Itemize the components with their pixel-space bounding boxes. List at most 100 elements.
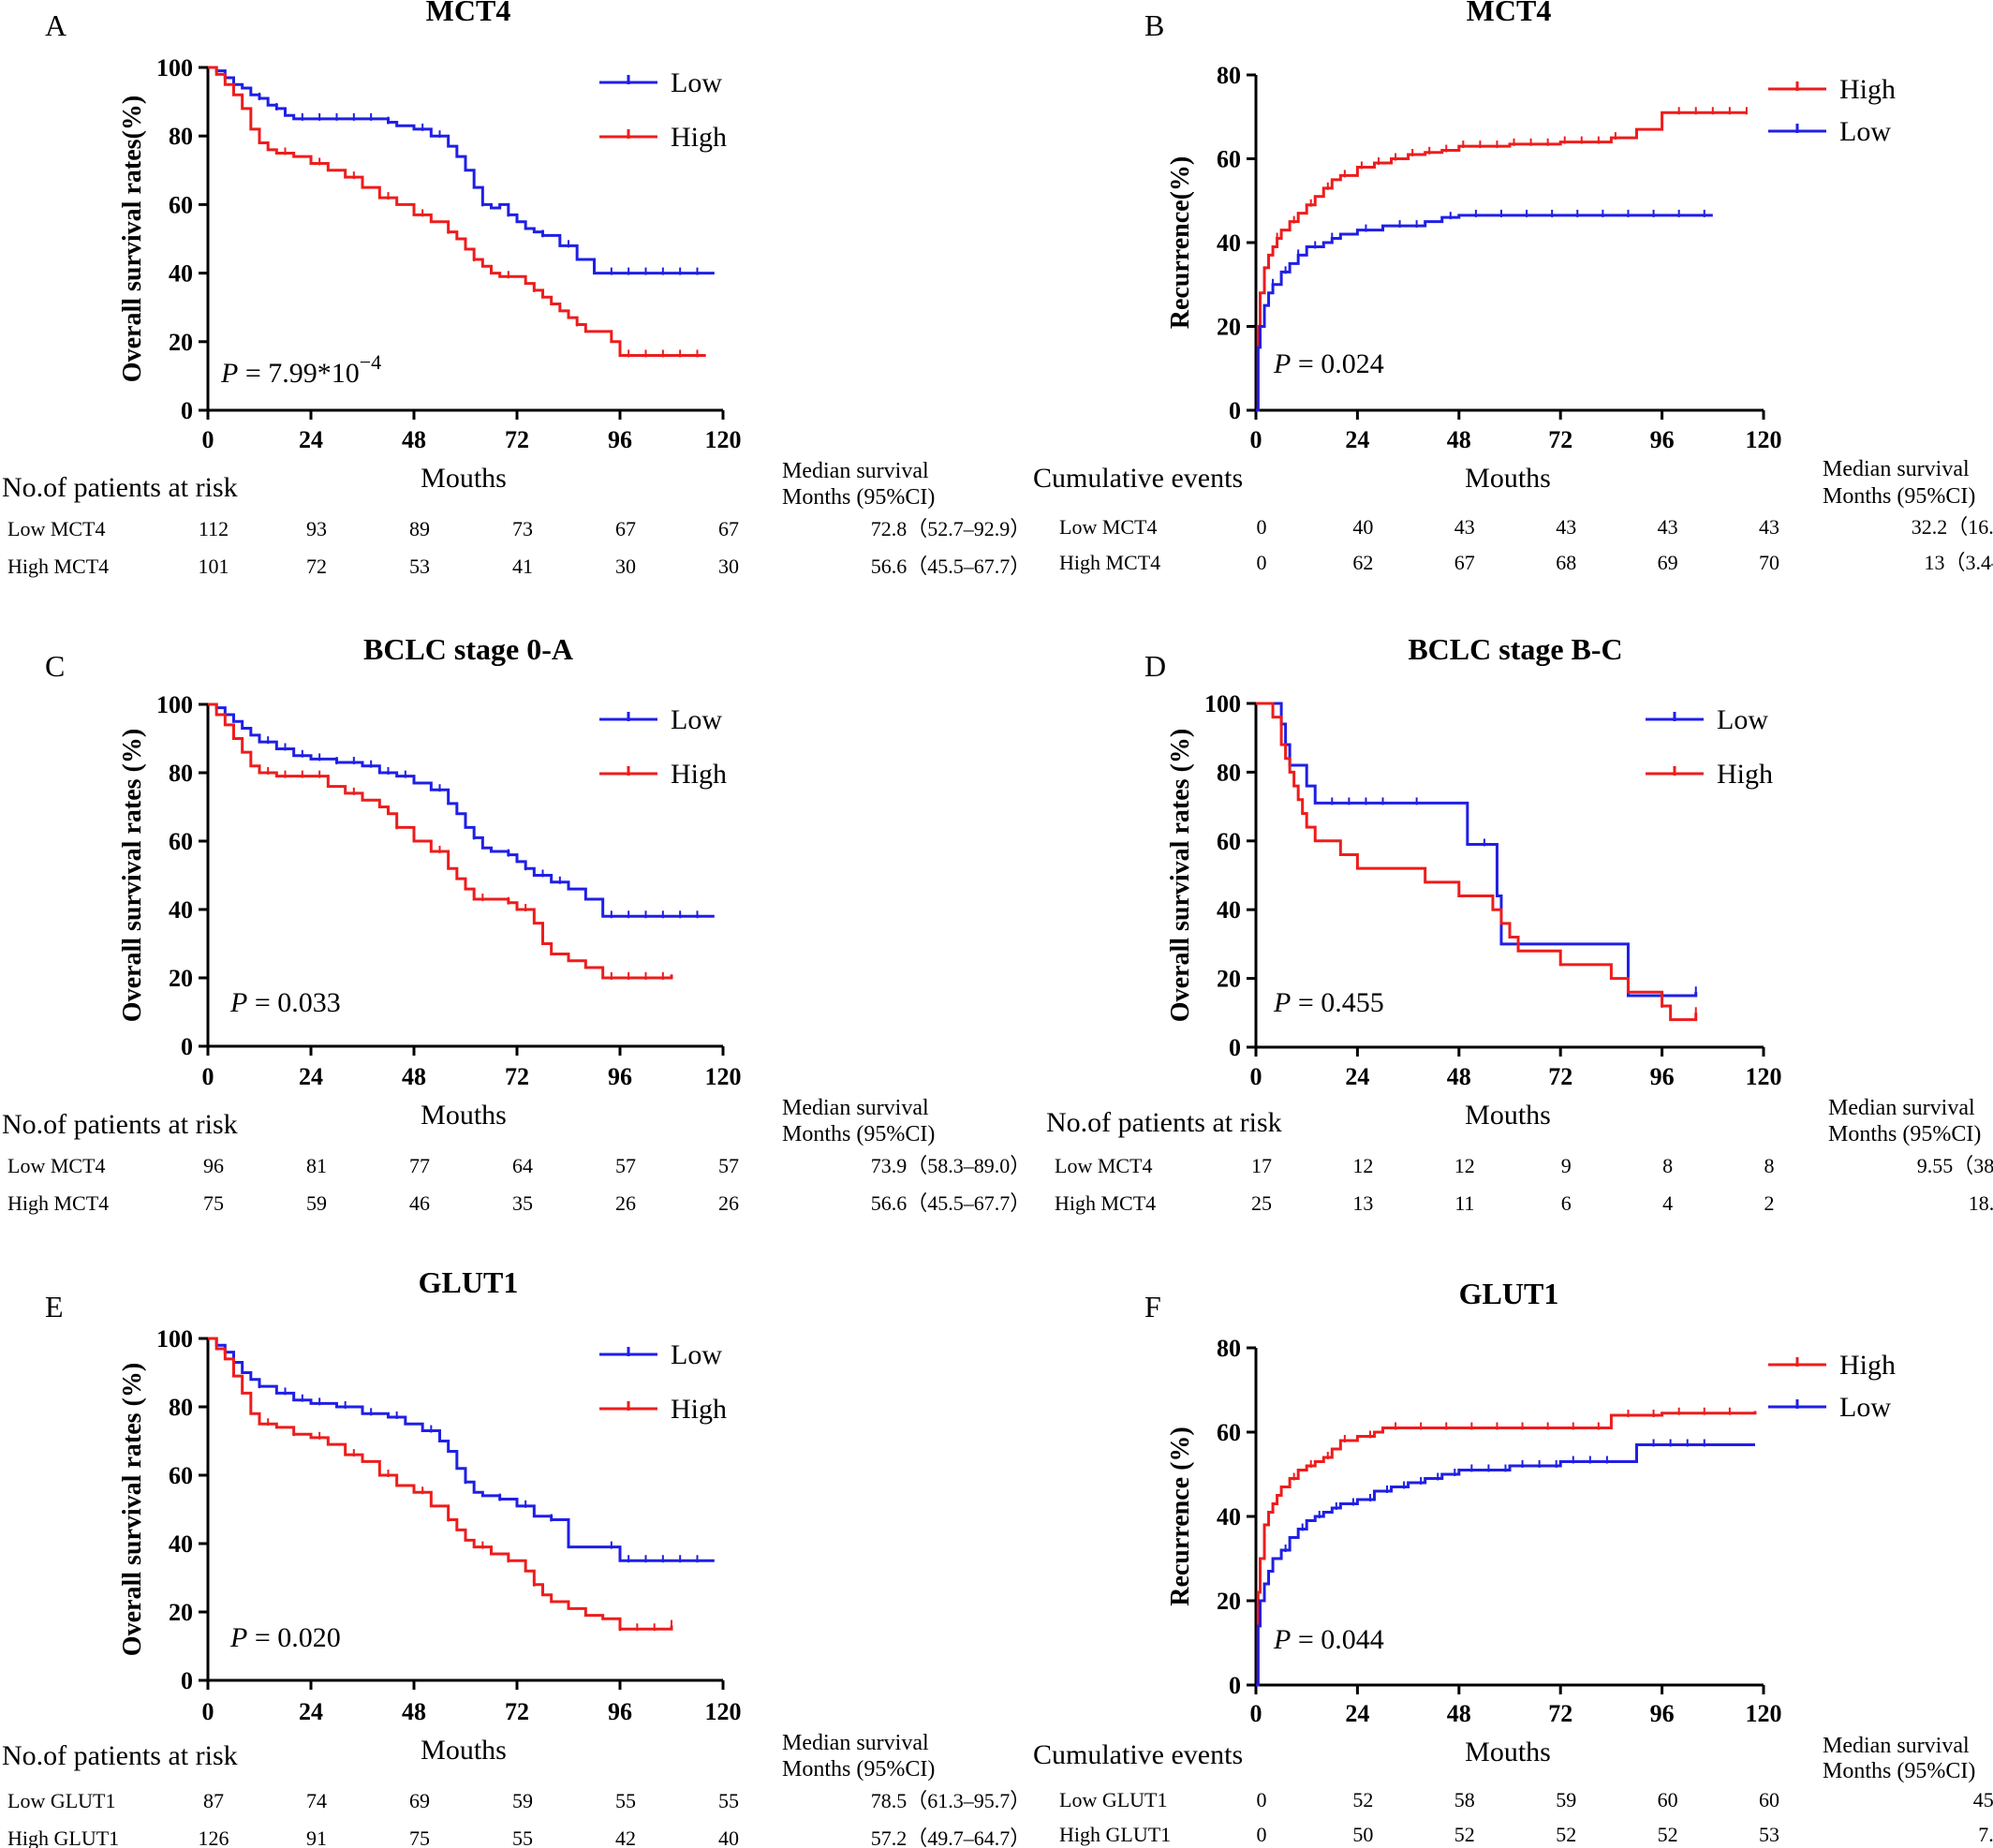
table-cell: 81 xyxy=(306,1154,327,1177)
table-median: 7.3 xyxy=(1978,1823,1993,1846)
x-tick-label: 0 xyxy=(1250,426,1262,453)
y-tick-label: 80 xyxy=(169,760,193,787)
table-cell: 43 xyxy=(1556,515,1576,539)
table-cell: 46 xyxy=(409,1191,430,1215)
y-tick-label: 100 xyxy=(156,691,193,718)
panel-letter: D xyxy=(1144,649,1166,683)
panel-title: BCLC stage B-C xyxy=(1408,632,1622,666)
table-median: 9.55（38.9–76.4） xyxy=(1917,1154,1993,1177)
y-tick-label: 60 xyxy=(169,1462,193,1489)
table-median: 72.8（52.7–92.9） xyxy=(871,517,1031,540)
series-line-low xyxy=(1256,214,1713,412)
table-cell: 26 xyxy=(615,1191,636,1215)
table-cell: 89 xyxy=(409,517,430,540)
y-tick-label: 40 xyxy=(1217,229,1241,257)
table-cell: 62 xyxy=(1352,551,1373,574)
p-value: = 7.99*10 xyxy=(238,358,359,389)
table-cell: 42 xyxy=(615,1826,636,1848)
table-cell: 41 xyxy=(512,554,533,578)
series-line-high xyxy=(208,702,673,980)
table-cell: 55 xyxy=(615,1789,636,1812)
p-exponent: −4 xyxy=(360,350,381,374)
panel-letter: A xyxy=(45,8,66,42)
table-median: 32.2（16.7–55.0） xyxy=(1912,515,1993,539)
table-row-label: Low GLUT1 xyxy=(7,1789,115,1812)
y-tick-label: 100 xyxy=(156,1325,193,1353)
table-cell: 2 xyxy=(1764,1191,1775,1215)
table-cell: 91 xyxy=(306,1826,327,1848)
y-tick-label: 100 xyxy=(1204,690,1241,717)
table-row-label: High GLUT1 xyxy=(7,1826,119,1848)
x-tick-label: 24 xyxy=(299,1063,323,1090)
x-tick-label: 24 xyxy=(1345,426,1369,453)
table-row-label: Low MCT4 xyxy=(1059,515,1158,539)
table-row-label: Low MCT4 xyxy=(7,517,106,540)
table-cell: 35 xyxy=(512,1191,533,1215)
legend-label-high: High xyxy=(1839,1350,1896,1381)
x-tick-label: 72 xyxy=(505,1698,529,1725)
x-tick-label: 0 xyxy=(202,1063,214,1090)
series-line-high xyxy=(1256,1411,1757,1687)
panel-letter: E xyxy=(45,1290,64,1323)
legend-label-low: Low xyxy=(671,67,722,98)
x-tick-label: 24 xyxy=(1345,1700,1369,1727)
x-axis-label: Mouths xyxy=(421,1100,507,1131)
x-tick-label: 0 xyxy=(202,1698,214,1725)
table-cell: 8 xyxy=(1764,1154,1775,1177)
median-header: Median survival xyxy=(1828,1096,1975,1120)
p-value-text: P = 0.044 xyxy=(1273,1624,1384,1655)
median-header: Months (95%CI) xyxy=(782,1122,935,1146)
series-line-low xyxy=(208,66,715,275)
table-cell: 52 xyxy=(1454,1823,1475,1846)
table-cell: 40 xyxy=(1352,515,1373,539)
p-symbol: P xyxy=(1273,987,1291,1018)
y-tick-label: 0 xyxy=(1229,1672,1241,1699)
table-header: No.of patients at risk xyxy=(1046,1107,1282,1138)
legend-label-low: Low xyxy=(671,704,722,735)
p-value: = 0.020 xyxy=(247,1622,340,1653)
y-tick-label: 0 xyxy=(181,1667,193,1694)
p-value: = 0.455 xyxy=(1291,987,1383,1018)
x-tick-label: 24 xyxy=(299,1698,323,1725)
table-row-label: Low MCT4 xyxy=(1055,1154,1153,1177)
table-cell: 69 xyxy=(1658,551,1678,574)
series-line-high xyxy=(1256,111,1747,412)
y-tick-label: 0 xyxy=(181,397,193,424)
x-axis-label: Mouths xyxy=(1465,463,1551,494)
table-cell: 53 xyxy=(1759,1823,1779,1846)
series-line-low xyxy=(208,1337,715,1562)
x-tick-label: 48 xyxy=(1447,1700,1471,1727)
table-median: 45.6 xyxy=(1973,1788,1993,1811)
y-tick-label: 40 xyxy=(1217,896,1241,924)
table-median: 13（3.4–22.5） xyxy=(1924,551,1993,574)
median-header: Months (95%CI) xyxy=(1823,484,1975,509)
legend-label-low: Low xyxy=(1717,704,1768,735)
table-cell: 59 xyxy=(1556,1788,1576,1811)
table-cell: 75 xyxy=(409,1826,430,1848)
x-tick-label: 72 xyxy=(505,426,529,453)
x-tick-label: 120 xyxy=(705,1063,742,1090)
table-cell: 68 xyxy=(1556,551,1576,574)
table-header: Cumulative events xyxy=(1033,1739,1243,1770)
panel-title: MCT4 xyxy=(426,0,511,27)
table-cell: 25 xyxy=(1251,1191,1272,1215)
y-tick-label: 60 xyxy=(169,191,193,218)
table-cell: 9 xyxy=(1561,1154,1572,1177)
legend-label-high: High xyxy=(671,1394,727,1425)
table-median: 56.6（45.5–67.7） xyxy=(871,1191,1031,1215)
table-cell: 58 xyxy=(1454,1788,1475,1811)
x-tick-label: 96 xyxy=(1650,426,1675,453)
x-tick-label: 48 xyxy=(402,1698,426,1725)
table-row-label: High MCT4 xyxy=(7,554,109,578)
table-cell: 64 xyxy=(512,1154,533,1177)
table-cell: 0 xyxy=(1257,551,1267,574)
table-cell: 13 xyxy=(1352,1191,1373,1215)
y-tick-label: 60 xyxy=(1217,828,1241,855)
y-tick-label: 80 xyxy=(169,123,193,150)
y-tick-label: 80 xyxy=(1217,759,1241,786)
legend-label-low: Low xyxy=(1839,116,1891,147)
panel-letter: B xyxy=(1144,8,1164,42)
y-axis-label: Overall survival rates(%) xyxy=(118,96,147,382)
y-tick-label: 20 xyxy=(169,329,193,356)
